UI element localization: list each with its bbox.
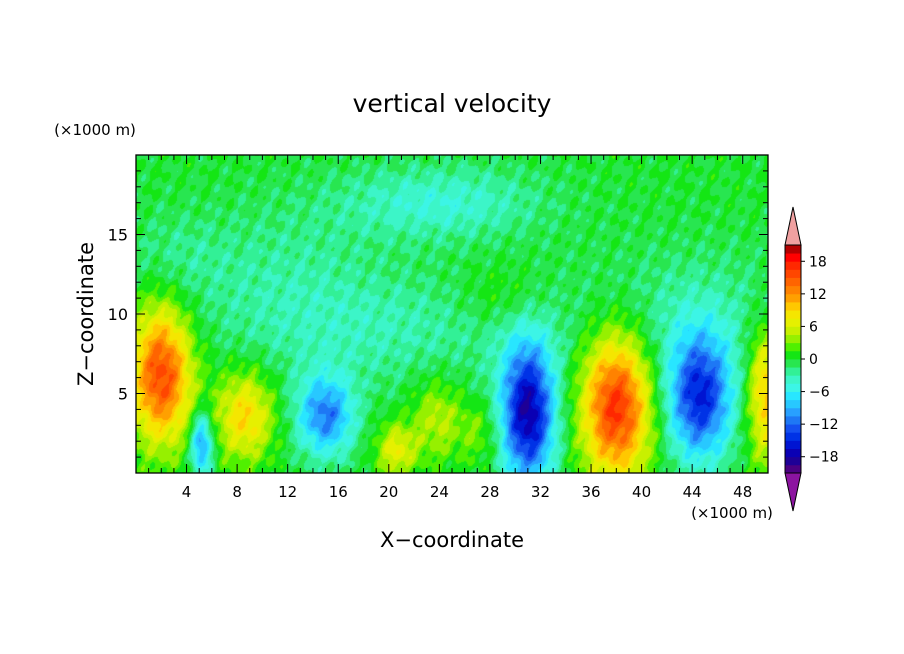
colorbar-segment [785, 416, 801, 425]
x-tick-label: 20 [379, 483, 398, 501]
colorbar-segment [785, 432, 801, 441]
x-axis: 4 8 12 16 20 24 28 32 36 40 44 48 [148, 155, 756, 501]
y-tick-label: 10 [108, 305, 128, 324]
x-tick-label: 32 [531, 483, 550, 501]
colorbar-segment [785, 367, 801, 376]
colorbar-segment [785, 334, 801, 344]
y-tick-label: 5 [118, 385, 128, 404]
colorbar-label: 6 [809, 319, 818, 335]
colorbar-over-triangle [784, 206, 802, 246]
colorbar-segment [785, 448, 801, 458]
colorbar-segment [785, 285, 801, 295]
colorbar-label: −6 [809, 385, 830, 401]
colorbar-segment [785, 293, 801, 303]
colorbar: 18 12 6 0 −6 −12 −18 [784, 206, 839, 512]
colorbar-segment [785, 440, 801, 449]
x-tick-label: 48 [733, 483, 752, 501]
chart-title: vertical velocity [353, 89, 552, 118]
colorbar-label: 18 [809, 254, 827, 270]
colorbar-segment [785, 269, 801, 278]
colorbar-under-triangle [784, 472, 802, 512]
x-tick-label: 24 [430, 483, 449, 501]
colorbar-label: 12 [809, 287, 827, 303]
contour-field [136, 155, 768, 473]
colorbar-segment [785, 302, 801, 311]
x-units-label: (×1000 m) [691, 504, 773, 522]
colorbar-segment [785, 350, 801, 360]
plot-area [135, 154, 769, 474]
x-tick-label: 36 [581, 483, 600, 501]
x-tick-label: 8 [232, 483, 242, 501]
colorbar-segment [785, 253, 801, 262]
colorbar-segment [785, 310, 801, 319]
colorbar-label: −12 [809, 417, 839, 433]
x-tick-label: 44 [683, 483, 702, 501]
colorbar-segment [785, 277, 801, 287]
colorbar-segment [785, 399, 801, 409]
x-tick-label: 16 [329, 483, 348, 501]
colorbar-label: 0 [809, 352, 818, 368]
colorbar-label: −18 [809, 450, 839, 466]
colorbar-segment [785, 424, 801, 433]
colorbar-segment [785, 245, 801, 254]
colorbar-segment [785, 407, 801, 417]
y-axis-label: Z−coordinate [74, 242, 98, 386]
colorbar-segment [785, 375, 801, 384]
colorbar-segment [785, 383, 801, 392]
y-axis: 5 10 15 [108, 170, 768, 458]
colorbar-segment [785, 359, 801, 368]
x-tick-label: 40 [632, 483, 651, 501]
x-tick-label: 28 [480, 483, 499, 501]
colorbar-segment [785, 391, 801, 401]
colorbar-segment [785, 456, 801, 466]
y-units-label: (×1000 m) [54, 121, 136, 139]
x-tick-label: 4 [182, 483, 192, 501]
colorbar-segment [785, 261, 801, 270]
x-axis-label: X−coordinate [380, 528, 524, 552]
colorbar-segment [785, 318, 801, 327]
colorbar-segment [785, 326, 801, 335]
colorbar-segment [785, 464, 801, 474]
x-tick-label: 12 [278, 483, 297, 501]
y-tick-label: 15 [108, 226, 128, 245]
colorbar-segment [785, 342, 801, 352]
